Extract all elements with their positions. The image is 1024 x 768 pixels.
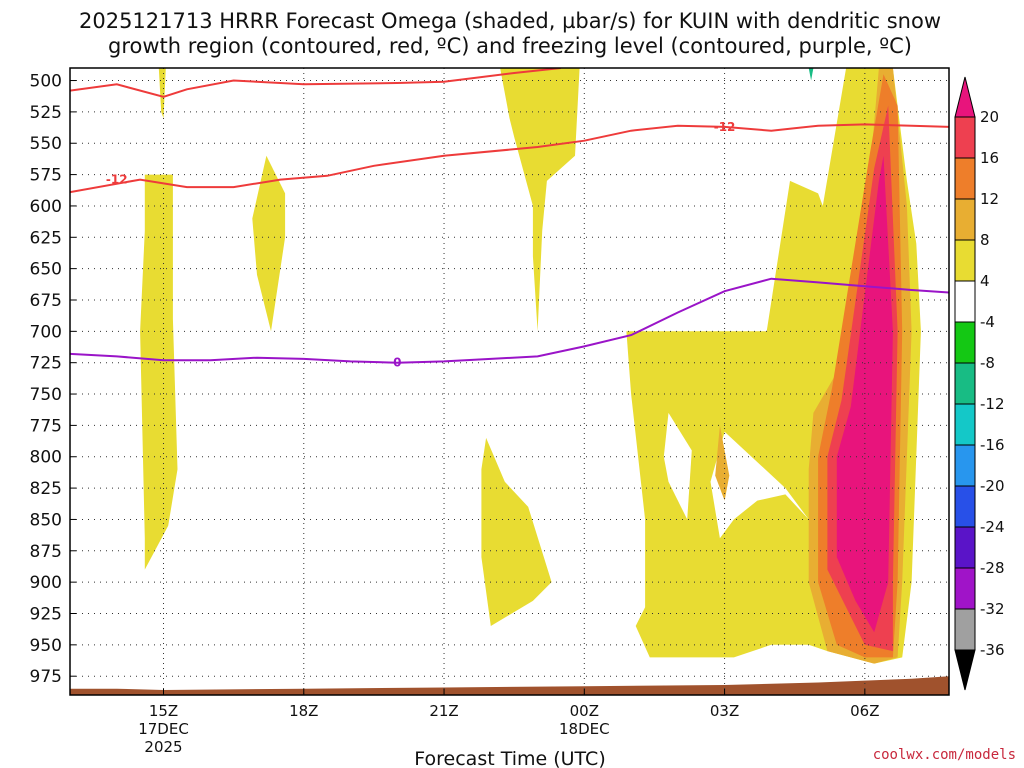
y-tick-label: 650	[30, 260, 62, 280]
x-tick-date: 17DEC	[138, 720, 189, 738]
credit-link[interactable]: coolwx.com/models	[873, 747, 1016, 763]
y-tick-label: 725	[30, 354, 62, 374]
chart-title-line-1: 2025121713 HRRR Forecast Omega (shaded, …	[79, 9, 941, 33]
x-tick-year: 2025	[144, 738, 182, 756]
omega-shaded-region	[715, 425, 730, 501]
y-tick-label: 625	[30, 228, 62, 248]
freezing-level-label: 0	[393, 356, 401, 370]
colorbar-swatch	[954, 157, 976, 200]
y-tick-label: 775	[30, 416, 62, 436]
colorbar-tick-label: -24	[980, 518, 1005, 536]
colorbar-swatch	[954, 608, 976, 651]
dgz-contour-label: -12	[714, 120, 736, 134]
freezing-level-line	[70, 277, 949, 364]
x-tick-label: 18Z	[289, 702, 318, 720]
axes: 500 525 550 575 600 625 650 675 700 725 750 775 800 8…	[30, 67, 950, 756]
y-tick-label: 925	[30, 604, 62, 624]
dgz-contour-line	[70, 123, 949, 194]
dgz-contour-line	[70, 68, 562, 98]
colorbar-tick-label: 12	[980, 190, 999, 208]
y-tick-label: 575	[30, 166, 62, 186]
y-tick-label: 550	[30, 134, 62, 154]
colorbar-swatch	[954, 444, 976, 487]
colorbar-swatch	[954, 526, 976, 569]
colorbar-swatch	[954, 116, 976, 159]
colorbar-swatch	[954, 403, 976, 446]
omega-shaded-region	[481, 437, 552, 626]
omega-shaded-region	[252, 155, 286, 332]
x-tick-label: 15Z	[149, 702, 178, 720]
colorbar-tick-label: 20	[980, 108, 999, 126]
y-tick-label: 900	[30, 573, 62, 593]
x-axis-label: Forecast Time (UTC)	[414, 748, 605, 768]
omega-shaded-region	[794, 68, 823, 150]
colorbar-tick-label: -20	[980, 477, 1005, 495]
gridlines	[70, 68, 949, 695]
omega-shaded-region	[945, 68, 949, 608]
colorbar-swatch	[954, 280, 976, 323]
colorbar-swatch	[954, 362, 976, 405]
y-tick-label: 525	[30, 103, 62, 123]
y-tick-label: 500	[30, 72, 62, 92]
omega-shaded-region	[710, 431, 809, 539]
colorbar-tick-label: -8	[980, 354, 995, 372]
colorbar-tick-label: 4	[980, 272, 990, 290]
omega-shaded-region	[836, 155, 893, 633]
plot-frame	[69, 67, 950, 696]
plot-area	[70, 68, 949, 695]
omega-shaded-region	[715, 68, 748, 194]
x-tick-label: 06Z	[850, 702, 879, 720]
chart-title-line-2: growth region (contoured, red, ºC) and f…	[108, 34, 912, 58]
colorbar-swatch	[954, 321, 976, 364]
colorbar-top-arrow	[954, 76, 976, 118]
dgz-contour-label: -12	[106, 173, 128, 187]
y-tick-label: 700	[30, 322, 62, 342]
colorbar: 20 16 12 8 4 -4 -8 -12 -16 -20 -24 -28 -32 -36	[954, 76, 1005, 691]
colorbar-tick-label: -36	[980, 641, 1005, 659]
omega-shaded-region	[359, 306, 393, 388]
colorbar-swatch	[954, 239, 976, 282]
x-tick-label: 00Z	[570, 702, 599, 720]
colorbar-tick-label: 8	[980, 231, 990, 249]
colorbar-tick-label: -4	[980, 313, 995, 331]
colorbar-bottom-arrow	[954, 649, 976, 691]
colorbar-tick-label: -12	[980, 395, 1005, 413]
colorbar-swatch	[954, 485, 976, 528]
y-tick-label: 800	[30, 448, 62, 468]
y-tick-label: 875	[30, 542, 62, 562]
y-tick-label: 825	[30, 479, 62, 499]
omega-shaded-region	[808, 68, 814, 81]
y-tick-label: 600	[30, 197, 62, 217]
contour-lines: -12 -12 0	[70, 68, 949, 370]
colorbar-swatch	[954, 567, 976, 610]
terrain-fill	[70, 676, 949, 695]
x-tick-date: 18DEC	[559, 720, 610, 738]
omega-shaded-region	[500, 68, 580, 332]
y-tick-label: 950	[30, 636, 62, 656]
colorbar-tick-label: -16	[980, 436, 1005, 454]
colorbar-tick-label: 16	[980, 149, 999, 167]
omega-shaded-region	[140, 174, 178, 570]
colorbar-tick-label: -28	[980, 559, 1005, 577]
y-tick-label: 675	[30, 291, 62, 311]
omega-shaded-region	[663, 412, 692, 520]
x-tick-label: 03Z	[710, 702, 739, 720]
x-tick-label: 21Z	[429, 702, 458, 720]
y-tick-label: 750	[30, 385, 62, 405]
y-tick-label: 850	[30, 510, 62, 530]
y-tick-label: 975	[30, 667, 62, 687]
colorbar-swatch	[954, 198, 976, 241]
colorbar-tick-label: -32	[980, 600, 1005, 618]
